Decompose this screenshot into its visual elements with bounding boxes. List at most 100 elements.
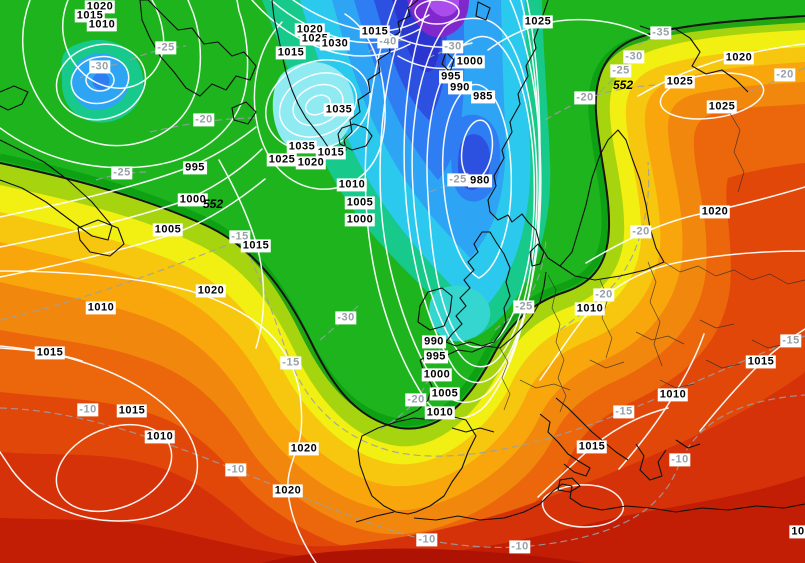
coast-canada-labrador bbox=[0, 85, 125, 257]
pressure-label: 1010 bbox=[424, 406, 456, 420]
temp-contour-minus20-a bbox=[149, 117, 259, 133]
pressure-label: 1010 bbox=[336, 178, 368, 192]
band-dark-red bbox=[0, 476, 805, 563]
pressure-label: 10 bbox=[789, 525, 805, 539]
pressure-label: 985 bbox=[471, 90, 495, 104]
coast-north-africa bbox=[355, 483, 805, 523]
pressure-label: 990 bbox=[422, 335, 446, 349]
isobar-iceland-high-3 bbox=[278, 72, 358, 138]
pressure-label: 1010 bbox=[657, 388, 689, 402]
temperature-label: -25 bbox=[447, 173, 469, 187]
pressure-label: 1005 bbox=[429, 387, 461, 401]
temperature-label: -10 bbox=[416, 533, 438, 547]
pressure-label: 1010 bbox=[144, 430, 176, 444]
isobar-iceland-high-4 bbox=[265, 59, 371, 151]
isobar-1010-east bbox=[539, 250, 805, 381]
isobar-low-1000 bbox=[403, 0, 542, 384]
temp-contour-minus15 bbox=[0, 238, 805, 457]
border-layer bbox=[499, 109, 805, 413]
coast-iberia bbox=[357, 415, 477, 515]
isobar-azores-1015 bbox=[0, 345, 199, 522]
temperature-label: -10 bbox=[225, 463, 247, 477]
pressure-label: 1015 bbox=[275, 46, 307, 60]
pressure-label: 1005 bbox=[344, 196, 376, 210]
isobar-canada-3 bbox=[55, 43, 147, 121]
coast-balkans-greece bbox=[555, 397, 701, 481]
pressure-label: 1025 bbox=[664, 75, 696, 89]
pressure-label: 1015 bbox=[116, 404, 148, 418]
temperature-label: -20 bbox=[630, 225, 652, 239]
temperature-label: -10 bbox=[77, 403, 99, 417]
temp-contour-minus20-c bbox=[559, 161, 650, 331]
pressure-label: 1000 bbox=[177, 193, 209, 207]
pressure-label: 1015 bbox=[576, 440, 608, 454]
temp-contour-minus35 bbox=[637, 29, 677, 46]
temperature-label: -25 bbox=[610, 64, 632, 78]
pressure-label: 1035 bbox=[286, 140, 318, 154]
temperature-label: -20 bbox=[405, 393, 427, 407]
coast-scandinavia bbox=[487, 0, 665, 281]
isobar-1000-fan bbox=[0, 148, 263, 248]
band-orange-red bbox=[0, 163, 805, 563]
pressure-label: 1025 bbox=[266, 153, 298, 167]
pressure-label: 995 bbox=[439, 70, 463, 84]
isobar-iceland-high-2 bbox=[292, 83, 344, 127]
band-violet bbox=[427, 0, 459, 17]
temperature-label: -10 bbox=[509, 540, 531, 554]
coast-ireland bbox=[417, 287, 453, 331]
pressure-label: 1025 bbox=[522, 15, 554, 29]
temperature-label: -30 bbox=[89, 60, 111, 74]
pressure-label: 1015 bbox=[745, 355, 777, 369]
temp-contour-minus20-e bbox=[747, 67, 805, 93]
pressure-label: 1000 bbox=[344, 213, 376, 227]
temperature-label: -20 bbox=[593, 288, 615, 302]
temp-contour-minus30-a bbox=[79, 63, 119, 79]
temperature-label: -35 bbox=[650, 26, 672, 40]
pressure-label: 1015 bbox=[240, 239, 272, 253]
pressure-label: 1020 bbox=[272, 484, 304, 498]
pressure-label: 1020 bbox=[699, 205, 731, 219]
isobar-canada-4 bbox=[21, 0, 202, 147]
border-squiggles bbox=[499, 109, 805, 413]
isobar-low-995 bbox=[411, 17, 538, 368]
temperature-label: -15 bbox=[780, 334, 802, 348]
band-deepest-red bbox=[262, 548, 585, 563]
pressure-label: 1000 bbox=[454, 55, 486, 69]
pressure-label: 1020 bbox=[195, 284, 227, 298]
temp-contour-minus20-d bbox=[544, 84, 663, 121]
isobar-polar-ring bbox=[414, 0, 460, 25]
temp-contour-minus25-c bbox=[494, 237, 547, 331]
isobar-canada-2 bbox=[70, 55, 130, 105]
pressure-label: 1010 bbox=[574, 302, 606, 316]
temperature-label: -20 bbox=[193, 113, 215, 127]
isobar-1005-fan bbox=[0, 178, 266, 278]
pressure-label: 1035 bbox=[323, 103, 355, 117]
pressure-label: 1015 bbox=[34, 346, 66, 360]
pressure-label: 1020 bbox=[295, 156, 327, 170]
thickness-label: 552 bbox=[612, 77, 634, 92]
temperature-label: -20 bbox=[774, 68, 796, 82]
pressure-label: 1020 bbox=[288, 442, 320, 456]
isobar-995-fan bbox=[0, 126, 257, 218]
pressure-label: 1005 bbox=[152, 223, 184, 237]
pressure-label: 1000 bbox=[421, 368, 453, 382]
coast-italy-sicily bbox=[539, 413, 591, 493]
pressure-label: 1015 bbox=[359, 25, 391, 39]
temperature-label: -30 bbox=[442, 40, 464, 54]
pressure-label: 1015 bbox=[315, 146, 347, 160]
pressure-label: 980 bbox=[468, 174, 492, 188]
pressure-label: 1010 bbox=[86, 18, 118, 32]
pressure-label: 1020 bbox=[723, 51, 755, 65]
pressure-label: 1010 bbox=[85, 301, 117, 315]
pressure-label: 1030 bbox=[319, 37, 351, 51]
isobar-canada-6 bbox=[0, 0, 249, 169]
isobar-iceland-high-1 bbox=[304, 94, 332, 116]
isobar-1025-loop-russia bbox=[659, 72, 765, 120]
coast-great-britain bbox=[445, 231, 511, 347]
coast-iceland bbox=[337, 123, 373, 151]
band-blue-canada-core bbox=[92, 72, 110, 90]
